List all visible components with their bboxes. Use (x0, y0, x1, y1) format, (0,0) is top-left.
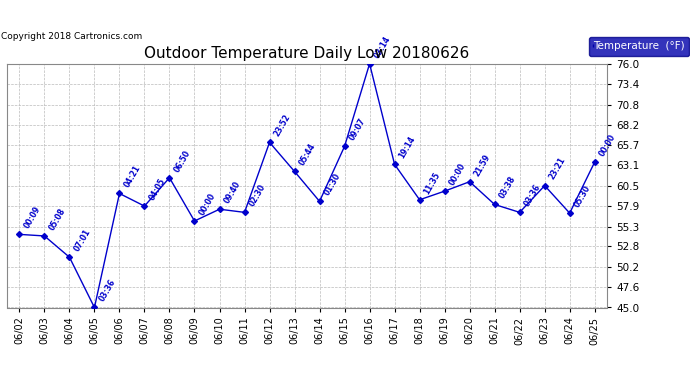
Text: 04:05: 04:05 (147, 177, 167, 202)
Text: 03:36: 03:36 (97, 278, 117, 303)
Text: 07:01: 07:01 (72, 228, 92, 253)
Text: 23:21: 23:21 (547, 156, 567, 182)
Text: 00:00: 00:00 (447, 162, 467, 187)
Text: 03:14: 03:14 (373, 34, 392, 60)
Text: 06:50: 06:50 (172, 148, 192, 174)
Text: 01:30: 01:30 (322, 172, 342, 197)
Text: 09:07: 09:07 (347, 117, 367, 142)
Text: 19:14: 19:14 (397, 135, 417, 160)
Text: 03:38: 03:38 (497, 175, 518, 200)
Text: 02:30: 02:30 (247, 183, 267, 208)
Text: 05:44: 05:44 (297, 142, 317, 167)
Text: 00:09: 00:09 (22, 205, 42, 230)
Text: 00:00: 00:00 (598, 132, 618, 158)
Text: 05:08: 05:08 (47, 206, 67, 232)
Text: 09:40: 09:40 (222, 180, 242, 205)
Text: 03:36: 03:36 (522, 183, 542, 208)
Title: Outdoor Temperature Daily Low 20180626: Outdoor Temperature Daily Low 20180626 (144, 46, 470, 61)
Legend: Temperature  (°F): Temperature (°F) (589, 37, 689, 56)
Text: 11:35: 11:35 (422, 170, 442, 196)
Text: 23:52: 23:52 (273, 113, 292, 138)
Text: Copyright 2018 Cartronics.com: Copyright 2018 Cartronics.com (1, 32, 142, 41)
Text: 21:59: 21:59 (473, 152, 492, 177)
Text: 04:21: 04:21 (122, 164, 142, 189)
Text: 05:30: 05:30 (573, 184, 592, 209)
Text: 00:00: 00:00 (197, 192, 217, 217)
